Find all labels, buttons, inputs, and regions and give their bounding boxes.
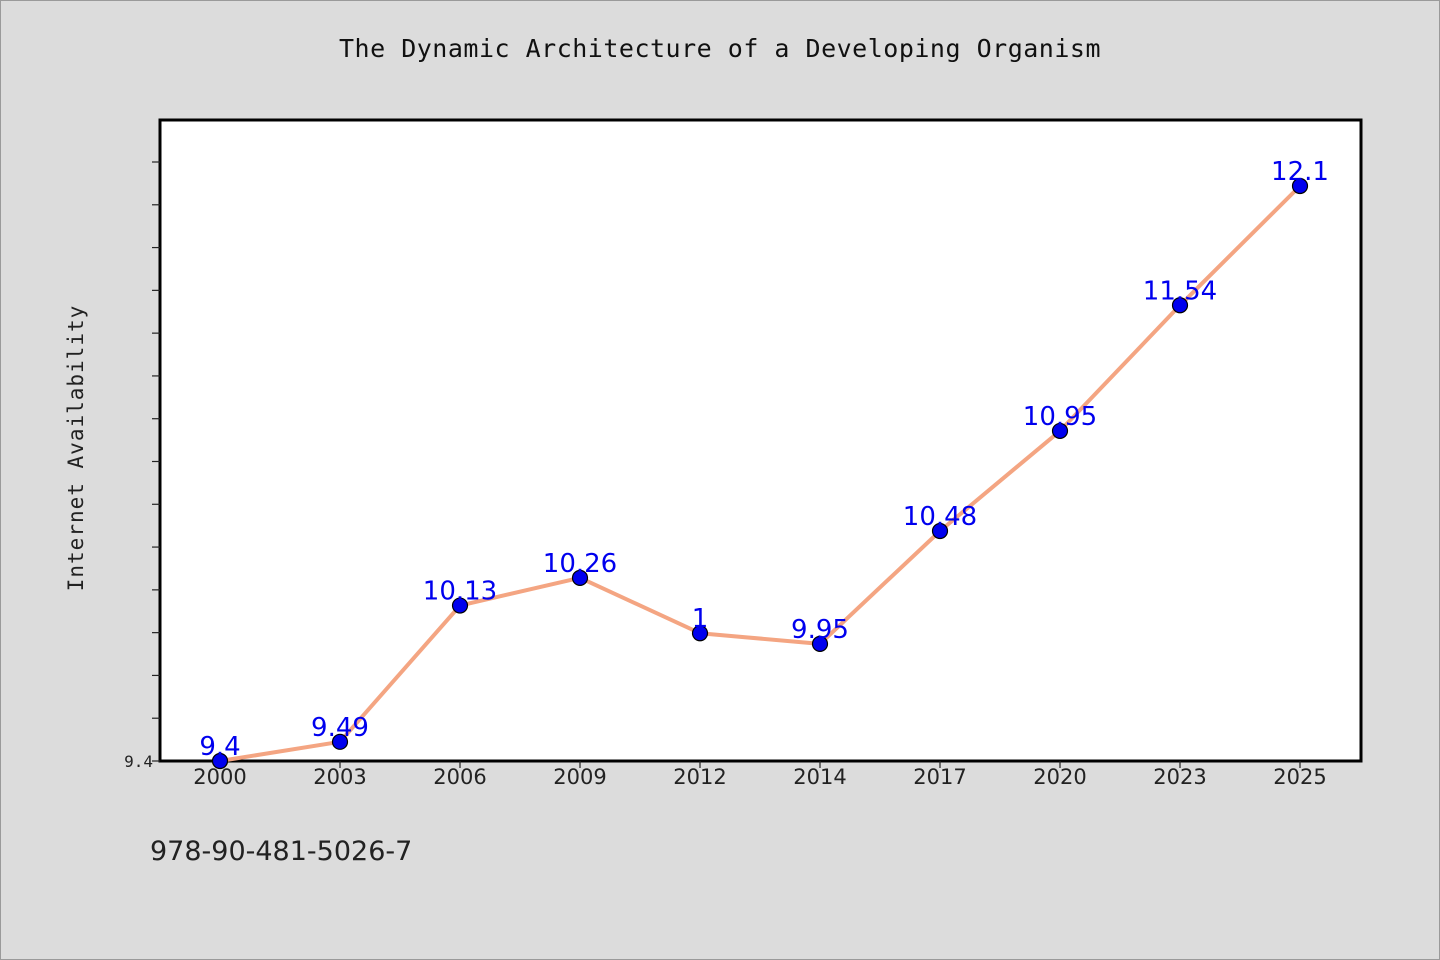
- data-point: [1171, 297, 1189, 314]
- data-point: [691, 625, 709, 642]
- plot-area: [158, 118, 1363, 763]
- y-tick-label: 9.4: [124, 752, 153, 771]
- x-tick-label: 2020: [1033, 765, 1086, 789]
- x-axis-ticks: 2000 2003 2006 2009 2012 2014 2017 2020 2023 2025: [193, 761, 1327, 789]
- data-labels: 9.4 9.49 10.13 10.26 1 9.95 10.48 10.95 11.54 12.…: [199, 157, 1329, 762]
- data-point: [1051, 422, 1069, 440]
- data-point: [1291, 177, 1309, 195]
- footer-code: 978-90-481-5026-7: [150, 836, 413, 867]
- x-tick-label: 2006: [433, 765, 486, 789]
- data-label: 9.49: [311, 713, 369, 743]
- data-label: 1: [692, 604, 709, 634]
- x-tick-label: 2012: [673, 765, 726, 789]
- data-point: [451, 597, 469, 614]
- data-label: 10.48: [903, 502, 977, 532]
- y-axis-ticks: 9.4: [124, 161, 160, 771]
- data-point: [571, 569, 589, 586]
- data-label: 9.4: [199, 732, 240, 762]
- data-label: 11.54: [1143, 276, 1217, 306]
- series-line: [218, 184, 1302, 763]
- x-tick-label: 2003: [313, 765, 366, 789]
- data-label: 12.1: [1271, 157, 1329, 187]
- data-point: [931, 522, 949, 540]
- chart-title: The Dynamic Architecture of a Developing…: [338, 34, 1101, 63]
- data-label: 10.13: [423, 577, 497, 607]
- x-tick-label: 2014: [793, 765, 846, 789]
- series-group: [211, 177, 1309, 770]
- data-point: [211, 752, 229, 770]
- data-point: [331, 733, 349, 750]
- data-label: 10.26: [543, 549, 617, 579]
- x-tick-label: 2025: [1273, 765, 1326, 789]
- data-label: 10.95: [1023, 402, 1097, 432]
- x-tick-label: 2023: [1153, 765, 1206, 789]
- data-point: [811, 635, 829, 652]
- x-tick-label: 2009: [553, 765, 606, 789]
- x-tick-label: 2017: [913, 765, 966, 789]
- data-label: 9.95: [791, 615, 849, 645]
